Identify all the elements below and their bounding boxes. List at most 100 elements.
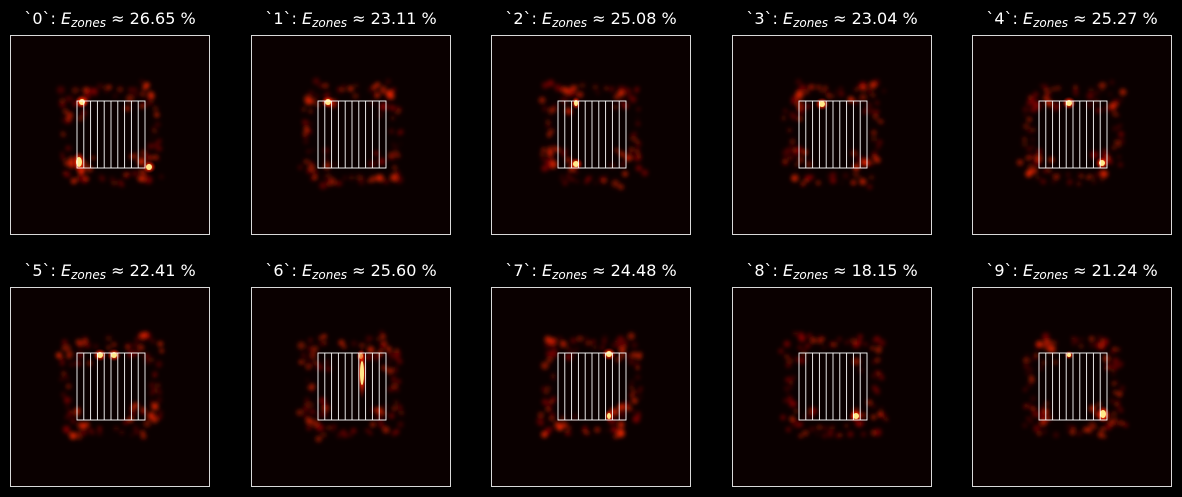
energy-value: 26.65	[130, 9, 176, 28]
panel-title: `3`: Ezones ≈ 23.04 %	[702, 8, 962, 30]
intensity-plot-frame	[972, 35, 1172, 235]
field-background	[11, 36, 209, 234]
hotspot	[819, 101, 825, 107]
hotspot	[1100, 410, 1106, 418]
panel-label: `0`	[24, 9, 50, 28]
panel-title: `5`: Ezones ≈ 22.41 %	[0, 260, 240, 282]
energy-symbol: E	[1023, 9, 1033, 28]
intensity-plot-frame	[10, 287, 210, 487]
energy-unit: %	[902, 261, 917, 280]
field-background	[973, 36, 1171, 234]
energy-value: 21.24	[1092, 261, 1138, 280]
energy-symbol: E	[1023, 261, 1033, 280]
energy-symbol: E	[61, 261, 71, 280]
intensity-plot	[492, 36, 690, 234]
energy-unit: %	[180, 9, 195, 28]
intensity-plot	[252, 36, 450, 234]
approx-symbol: ≈	[1073, 261, 1086, 280]
approx-symbol: ≈	[111, 9, 124, 28]
energy-symbol: E	[302, 9, 312, 28]
energy-value: 24.48	[611, 261, 657, 280]
energy-unit: %	[1142, 261, 1157, 280]
energy-unit: %	[1142, 9, 1157, 28]
hotspot	[853, 413, 859, 419]
energy-unit: %	[180, 261, 195, 280]
hotspot	[360, 361, 364, 385]
approx-symbol: ≈	[833, 261, 846, 280]
panel-label: `3`	[746, 9, 772, 28]
intensity-plot-frame	[491, 287, 691, 487]
approx-symbol: ≈	[592, 9, 605, 28]
panel-title: `6`: Ezones ≈ 25.60 %	[221, 260, 481, 282]
energy-subscript: zones	[1033, 16, 1068, 30]
energy-subscript: zones	[552, 16, 587, 30]
energy-unit: %	[421, 9, 436, 28]
intensity-plot	[252, 288, 450, 486]
field-background	[973, 288, 1171, 486]
intensity-plot-frame	[491, 35, 691, 235]
energy-subscript: zones	[312, 16, 347, 30]
energy-subscript: zones	[793, 16, 828, 30]
panel-title: `9`: Ezones ≈ 21.24 %	[942, 260, 1182, 282]
panel-title: `0`: Ezones ≈ 26.65 %	[0, 8, 240, 30]
intensity-plot-frame	[972, 287, 1172, 487]
field-background	[11, 288, 209, 486]
panel-label: `2`	[505, 9, 531, 28]
hotspot	[1067, 353, 1071, 357]
approx-symbol: ≈	[111, 261, 124, 280]
energy-subscript: zones	[71, 16, 106, 30]
energy-symbol: E	[783, 261, 793, 280]
energy-value: 18.15	[852, 261, 898, 280]
panel-label: `9`	[986, 261, 1012, 280]
field-background	[252, 36, 450, 234]
panel-title: `8`: Ezones ≈ 18.15 %	[702, 260, 962, 282]
energy-symbol: E	[302, 261, 312, 280]
panel-title: `2`: Ezones ≈ 25.08 %	[461, 8, 721, 30]
energy-unit: %	[661, 9, 676, 28]
energy-unit: %	[421, 261, 436, 280]
hotspot	[146, 164, 152, 170]
intensity-plot-frame	[732, 287, 932, 487]
intensity-plot	[11, 288, 209, 486]
energy-value: 25.60	[371, 261, 417, 280]
approx-symbol: ≈	[352, 9, 365, 28]
panel-label: `6`	[265, 261, 291, 280]
energy-value: 25.08	[611, 9, 657, 28]
intensity-plot-frame	[251, 287, 451, 487]
intensity-plot-frame	[251, 35, 451, 235]
approx-symbol: ≈	[352, 261, 365, 280]
intensity-plot-frame	[732, 35, 932, 235]
approx-symbol: ≈	[592, 261, 605, 280]
field-background	[733, 36, 931, 234]
panel-title: `1`: Ezones ≈ 23.11 %	[221, 8, 481, 30]
energy-value: 22.41	[130, 261, 176, 280]
panel-title: `4`: Ezones ≈ 25.27 %	[942, 8, 1182, 30]
energy-symbol: E	[783, 9, 793, 28]
energy-unit: %	[902, 9, 917, 28]
panel-label: `4`	[986, 9, 1012, 28]
approx-symbol: ≈	[833, 9, 846, 28]
energy-unit: %	[661, 261, 676, 280]
intensity-plot-frame	[10, 35, 210, 235]
energy-subscript: zones	[71, 268, 106, 282]
intensity-plot	[973, 36, 1171, 234]
hotspot	[607, 413, 611, 419]
intensity-plot	[973, 288, 1171, 486]
energy-symbol: E	[61, 9, 71, 28]
energy-symbol: E	[542, 261, 552, 280]
intensity-plot	[733, 36, 931, 234]
panel-title: `7`: Ezones ≈ 24.48 %	[461, 260, 721, 282]
energy-symbol: E	[542, 9, 552, 28]
hotspot	[606, 351, 612, 357]
energy-subscript: zones	[312, 268, 347, 282]
hotspot	[325, 99, 331, 105]
approx-symbol: ≈	[1073, 9, 1086, 28]
energy-subscript: zones	[552, 268, 587, 282]
panel-label: `5`	[24, 261, 50, 280]
panel-label: `1`	[265, 9, 291, 28]
field-background	[492, 36, 690, 234]
intensity-plot	[733, 288, 931, 486]
energy-subscript: zones	[1033, 268, 1068, 282]
energy-value: 23.11	[371, 9, 417, 28]
energy-value: 25.27	[1092, 9, 1138, 28]
